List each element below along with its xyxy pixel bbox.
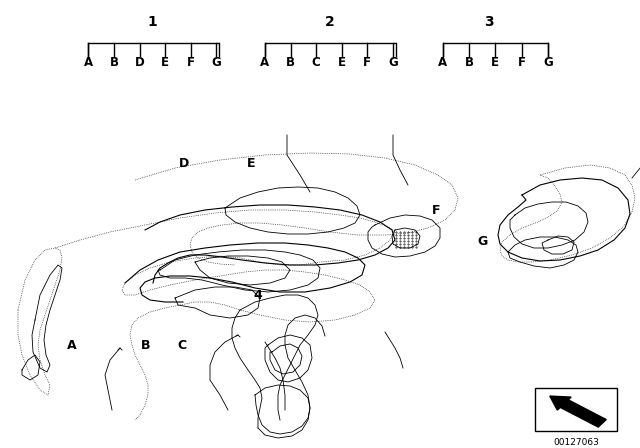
Text: 2: 2	[325, 15, 335, 29]
Text: 4: 4	[253, 289, 262, 302]
Text: B: B	[109, 56, 118, 69]
Text: G: G	[477, 234, 488, 248]
Text: D: D	[134, 56, 145, 69]
Bar	[535, 388, 617, 431]
Text: B: B	[465, 56, 474, 69]
Text: E: E	[161, 56, 169, 69]
Text: G: G	[388, 56, 398, 69]
Text: C: C	[312, 56, 321, 69]
Text: 1: 1	[147, 15, 157, 29]
Text: E: E	[492, 56, 499, 69]
Text: A: A	[67, 339, 77, 353]
Text: E: E	[338, 56, 346, 69]
Text: G: G	[211, 56, 221, 69]
Text: F: F	[432, 204, 441, 217]
Text: A: A	[438, 56, 447, 69]
Text: F: F	[364, 56, 371, 69]
FancyArrow shape	[550, 396, 606, 427]
Text: A: A	[260, 56, 269, 69]
Text: C: C	[178, 339, 187, 353]
Text: 3: 3	[484, 15, 494, 29]
Text: B: B	[286, 56, 295, 69]
Text: D: D	[179, 157, 189, 170]
Text: B: B	[141, 339, 150, 353]
Text: E: E	[247, 157, 256, 170]
Text: F: F	[518, 56, 525, 69]
Text: F: F	[187, 56, 195, 69]
Text: A: A	[84, 56, 93, 69]
Text: 00127063: 00127063	[553, 438, 599, 447]
Text: G: G	[543, 56, 553, 69]
